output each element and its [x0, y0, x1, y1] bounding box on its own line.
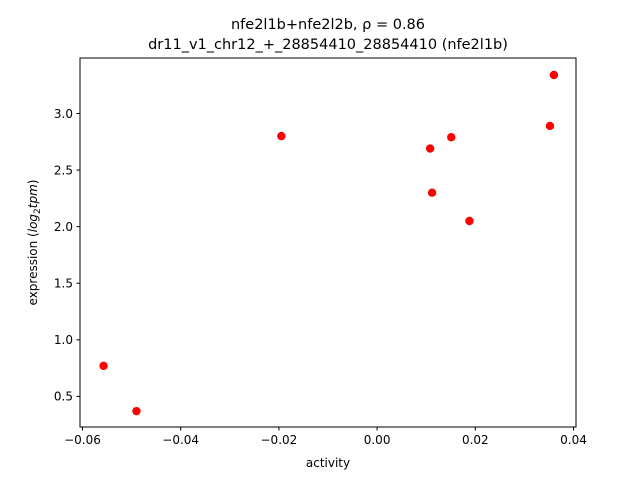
y-label-prefix: expression ( — [26, 232, 40, 305]
y-tick-label: 2.5 — [54, 163, 73, 177]
x-tick-label: 0.02 — [462, 433, 489, 447]
x-tick-label: −0.02 — [261, 433, 298, 447]
y-label-suffix: ) — [26, 180, 40, 185]
x-tick-label: 0.04 — [560, 433, 587, 447]
x-tick-label: −0.04 — [162, 433, 199, 447]
data-point — [132, 406, 141, 416]
y-tick-label: 1.0 — [54, 333, 73, 347]
data-points — [99, 70, 559, 416]
x-tick-label: 0.00 — [364, 433, 391, 447]
y-tick-label: 0.5 — [54, 390, 73, 404]
y-tick-label: 3.0 — [54, 107, 73, 121]
data-point — [425, 144, 435, 153]
y-label-subscript: 2 — [33, 208, 43, 214]
data-point — [447, 133, 456, 142]
data-point — [545, 121, 555, 131]
y-label-tpm: tpm — [26, 184, 40, 208]
x-tick-label: −0.06 — [64, 433, 101, 447]
y-tick-label: 2.0 — [54, 220, 73, 234]
data-point — [277, 131, 286, 141]
x-axis-label: activity — [306, 456, 350, 470]
chart-title-line1: nfe2l1b+nfe2l2b, ρ = 0.86 — [231, 17, 425, 33]
chart-title-line2: dr11_v1_chr12_+_28854410_28854410 (nfe2l… — [148, 37, 508, 53]
x-axis-ticks: −0.06 −0.04 −0.02 0.00 0.02 0.04 — [64, 427, 587, 447]
data-point — [99, 361, 108, 371]
y-axis-ticks: 0.5 1.0 1.5 2.0 2.5 3.0 — [54, 107, 80, 404]
plot-area-frame — [79, 57, 577, 428]
data-point — [549, 70, 559, 80]
y-axis-label: expression (log2tpm) — [26, 180, 43, 306]
data-point — [427, 188, 437, 197]
y-label-log: log — [26, 214, 40, 233]
y-tick-label: 1.5 — [54, 277, 73, 291]
data-point — [465, 216, 474, 226]
